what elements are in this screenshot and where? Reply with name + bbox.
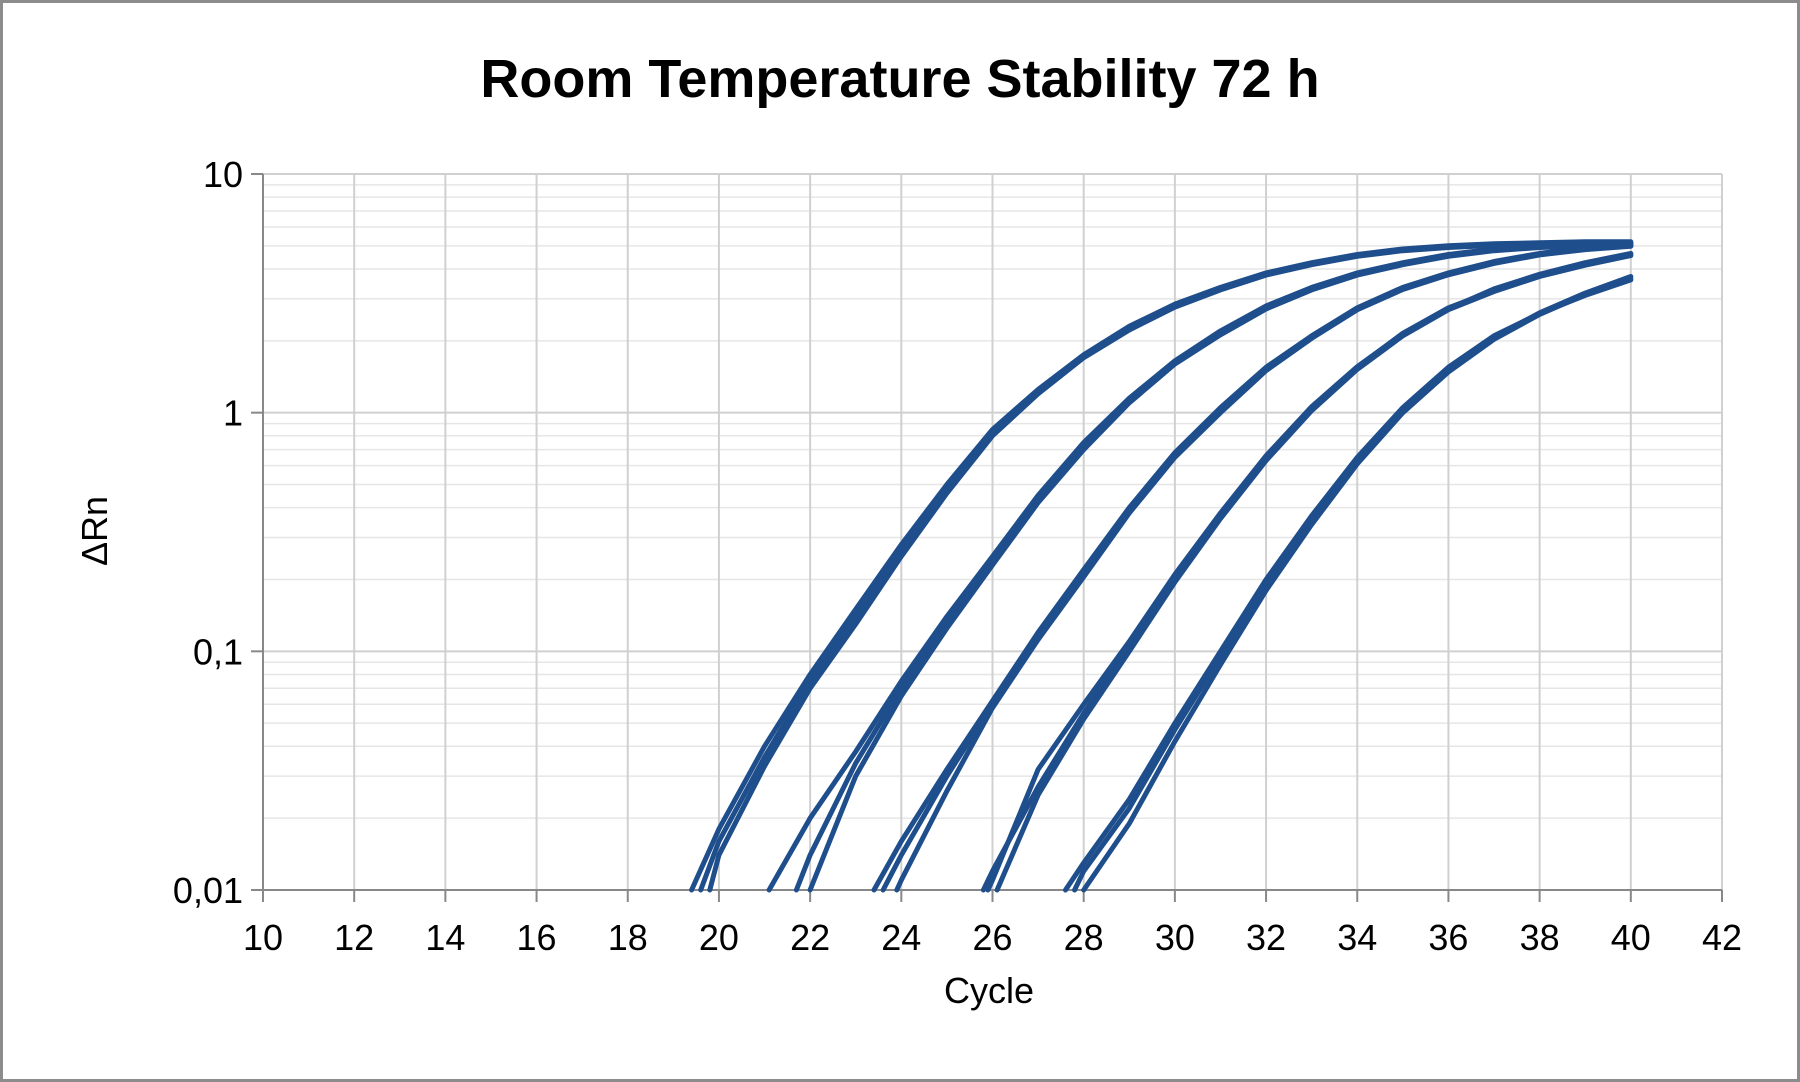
y-tick-label: 10: [203, 154, 243, 195]
major-gridlines: [262, 173, 1723, 891]
series-layer: [689, 239, 1634, 893]
x-tick-label: 28: [1064, 917, 1104, 958]
x-tick-label: 36: [1428, 917, 1468, 958]
x-tick-label: 12: [334, 917, 374, 958]
x-tick-label: 20: [699, 917, 739, 958]
x-tick-label: 32: [1246, 917, 1286, 958]
series-line-8: [880, 243, 1634, 893]
chart-title: Room Temperature Stability 72 h: [480, 49, 1319, 109]
series-line-3: [707, 240, 1634, 893]
y-tick-label: 0,1: [193, 631, 243, 672]
x-tick-label: 14: [425, 917, 465, 958]
series-line-9: [894, 243, 1634, 893]
series-line-6: [807, 242, 1634, 893]
series-line-12: [994, 253, 1634, 893]
x-tick-label: 18: [608, 917, 648, 958]
x-tick-label: 26: [972, 917, 1012, 958]
x-tick-label: 38: [1520, 917, 1560, 958]
x-tick-label: 34: [1337, 917, 1377, 958]
x-tick-label: 30: [1155, 917, 1195, 958]
x-tick-label: 10: [243, 917, 283, 958]
chart-canvas: Room Temperature Stability 72 h 10 12 14 16…: [74, 49, 1742, 1011]
x-tick-label: 16: [517, 917, 557, 958]
y-tick-label: 1: [223, 393, 243, 434]
y-axis-label: ΔRn: [74, 496, 115, 566]
series-line-15: [1081, 276, 1634, 893]
y-tick-labels: 0,01 0,1 1 10: [173, 154, 243, 911]
x-tick-label: 42: [1702, 917, 1742, 958]
x-axis-label: Cycle: [944, 970, 1034, 1011]
x-tick-labels: 10 12 14 16 18 20 22 24 26 28 30 32 34 36 38 40 42: [243, 917, 1742, 958]
x-tick-label: 40: [1611, 917, 1651, 958]
x-tick-label: 22: [790, 917, 830, 958]
y-tick-label: 0,01: [173, 870, 243, 911]
x-tick-label: 24: [881, 917, 921, 958]
